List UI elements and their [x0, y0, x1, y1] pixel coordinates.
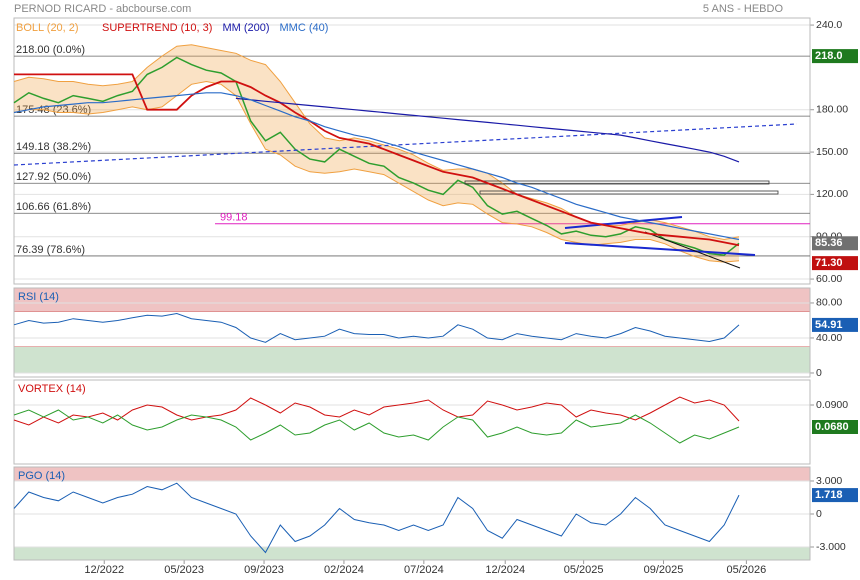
value-tag-bg [812, 420, 858, 434]
y-tick-label: 60.00 [816, 273, 842, 285]
indicator-line [13, 396, 740, 426]
x-tick-label: 02/2024 [324, 564, 364, 576]
series-line [235, 97, 740, 163]
value-tag: 0.0680 [815, 421, 849, 433]
y-tick-label: 3.000 [816, 475, 842, 487]
panel-frame [13, 466, 811, 561]
marker-label: 99.18 [220, 212, 248, 224]
indicator-line [13, 312, 740, 343]
y-tick-label: 120.00 [816, 188, 848, 200]
panel-title: RSI (14) [18, 291, 59, 303]
panel-frame [13, 287, 811, 378]
zone-box [479, 190, 779, 195]
trend-line [564, 216, 683, 229]
series-line [13, 92, 740, 241]
boll-lower [13, 80, 740, 263]
zone [13, 287, 811, 312]
legend-entry: SUPERTREND (10, 3) [102, 22, 212, 34]
value-tag-bg [812, 317, 858, 332]
fib-label: 175.48 (23.6%) [16, 104, 91, 116]
y-tick-label: 150.00 [816, 146, 848, 158]
indicator-line [13, 482, 740, 554]
trend-line [644, 231, 741, 269]
value-tag: 1.718 [815, 489, 843, 501]
indicator-line [13, 409, 740, 444]
value-tag-bg [812, 49, 858, 64]
fib-label: 76.39 (78.6%) [16, 244, 85, 256]
chart-subtitle: 5 ANS - HEBDO [703, 3, 784, 15]
trend-line [13, 123, 798, 166]
x-tick-label: 09/2023 [244, 564, 284, 576]
x-tick-label: 05/2023 [164, 564, 204, 576]
legend-entry: BOLL (20, 2) [16, 22, 79, 34]
panel-frame [13, 17, 811, 285]
y-tick-label: 0 [816, 367, 822, 379]
y-tick-label: 80.00 [816, 297, 842, 309]
legend-entry: MMC (40) [280, 22, 329, 34]
series-line [14, 73, 740, 247]
fib-label: 127.92 (50.0%) [16, 171, 91, 183]
zone [13, 346, 811, 374]
x-tick-label: 05/2026 [726, 564, 766, 576]
value-tag: 85.36 [815, 237, 843, 249]
x-tick-label: 12/2022 [84, 564, 124, 576]
fib-label: 149.18 (38.2%) [16, 141, 91, 153]
zone [13, 546, 811, 561]
trend-line [564, 242, 756, 256]
y-tick-label: 40.00 [816, 332, 842, 344]
x-tick-label: 09/2025 [644, 564, 684, 576]
y-tick-label: -3.000 [816, 541, 846, 553]
panel-title: PGO (14) [18, 470, 65, 482]
fib-label: 218.00 (0.0%) [16, 44, 85, 56]
panel-frame [13, 379, 811, 465]
y-tick-label: 0 [816, 508, 822, 520]
value-tag-bg [812, 488, 858, 503]
chart-title: PERNOD RICARD - abcbourse.com [14, 3, 191, 15]
value-tag-bg [812, 236, 858, 251]
boll-band [14, 44, 739, 263]
legend-entry: MM (200) [222, 22, 269, 34]
value-tag: 71.30 [815, 257, 843, 269]
fib-label: 106.66 (61.8%) [16, 201, 91, 213]
y-tick-label: 0.0900 [816, 399, 848, 411]
price-line [13, 56, 740, 256]
y-tick-label: 240.0 [816, 19, 842, 31]
zone-box [464, 180, 770, 185]
value-tag: 218.0 [815, 50, 843, 62]
trend-drawings [13, 123, 798, 269]
x-tick-label: 12/2024 [485, 564, 525, 576]
zone [13, 466, 811, 482]
value-tag-bg [812, 256, 858, 271]
value-tag: 54.91 [815, 319, 843, 331]
y-tick-label: 180.00 [816, 104, 848, 116]
x-tick-label: 07/2024 [404, 564, 444, 576]
panel-title: VORTEX (14) [18, 383, 86, 395]
x-tick-label: 05/2025 [564, 564, 604, 576]
